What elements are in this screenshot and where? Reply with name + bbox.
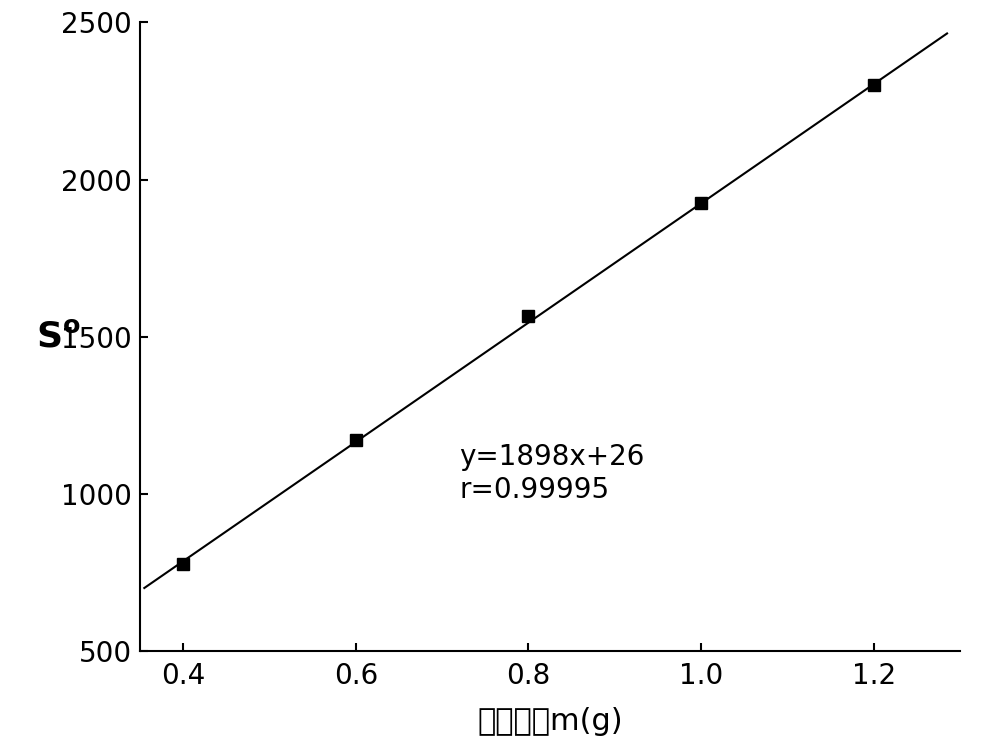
Text: y=1898x+26
r=0.99995: y=1898x+26 r=0.99995 xyxy=(459,444,645,504)
Text: $\mathbf{S}^{\mathbf{o}}$: $\mathbf{S}^{\mathbf{o}}$ xyxy=(36,319,80,354)
X-axis label: 试样质量m(g): 试样质量m(g) xyxy=(477,707,623,735)
